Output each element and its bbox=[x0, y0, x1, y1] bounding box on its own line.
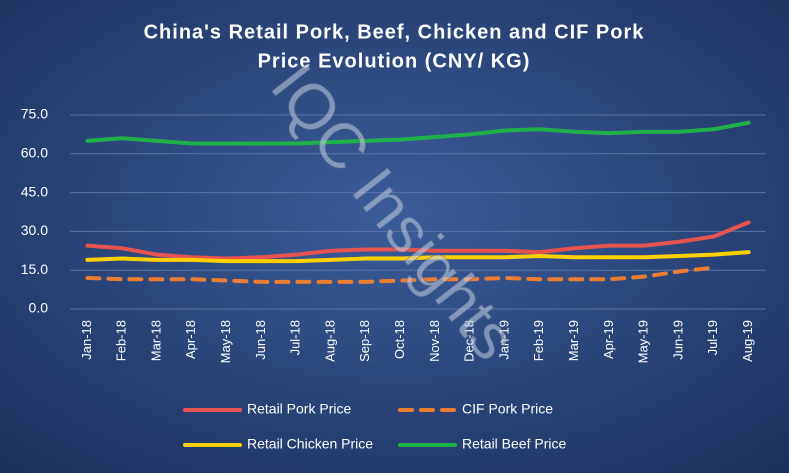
y-tick-label: 45.0 bbox=[21, 183, 48, 199]
x-tick-label: Jan-19 bbox=[496, 320, 511, 360]
series-line bbox=[85, 220, 751, 261]
x-tick-label: Jul-19 bbox=[705, 320, 720, 355]
x-tick-label: Sep-18 bbox=[357, 320, 372, 362]
x-tick-label: Jan-18 bbox=[79, 320, 94, 360]
x-tick-label: Nov-18 bbox=[427, 320, 442, 362]
x-tick-label: Mar-19 bbox=[566, 320, 581, 361]
legend-label: CIF Pork Price bbox=[462, 401, 553, 417]
x-tick-label: Feb-19 bbox=[531, 320, 546, 361]
legend-label: Retail Pork Price bbox=[247, 401, 351, 417]
x-tick-label: May-18 bbox=[218, 320, 233, 363]
y-tick-label: 30.0 bbox=[21, 222, 48, 238]
series-line bbox=[85, 265, 716, 284]
chart-title: China's Retail Pork, Beef, Chicken and C… bbox=[144, 21, 645, 43]
x-tick-label: May-19 bbox=[636, 320, 651, 363]
x-tick-label: Apr-18 bbox=[183, 320, 198, 359]
y-tick-label: 0.0 bbox=[29, 300, 49, 316]
x-tick-label: Aug-18 bbox=[322, 320, 337, 362]
x-tick-label: Jun-18 bbox=[253, 320, 268, 360]
y-tick-label: 60.0 bbox=[21, 145, 48, 161]
series-line bbox=[85, 120, 751, 146]
y-tick-label: 75.0 bbox=[21, 106, 48, 122]
y-tick-label: 15.0 bbox=[21, 261, 48, 277]
x-tick-label: Feb-18 bbox=[114, 320, 129, 361]
x-tick-label: Dec-18 bbox=[462, 320, 477, 362]
x-tick-label: Jun-19 bbox=[670, 320, 685, 360]
series-line bbox=[85, 250, 751, 264]
x-tick-label: Apr-19 bbox=[601, 320, 616, 359]
legend-label: Retail Beef Price bbox=[462, 436, 566, 452]
x-tick-label: Oct-18 bbox=[392, 320, 407, 359]
x-tick-label: Mar-18 bbox=[148, 320, 163, 361]
legend-label: Retail Chicken Price bbox=[247, 436, 373, 452]
x-tick-label: Aug-19 bbox=[740, 320, 755, 362]
chart-title: Price Evolution (CNY/ KG) bbox=[258, 50, 531, 72]
x-tick-label: Jul-18 bbox=[288, 320, 303, 355]
